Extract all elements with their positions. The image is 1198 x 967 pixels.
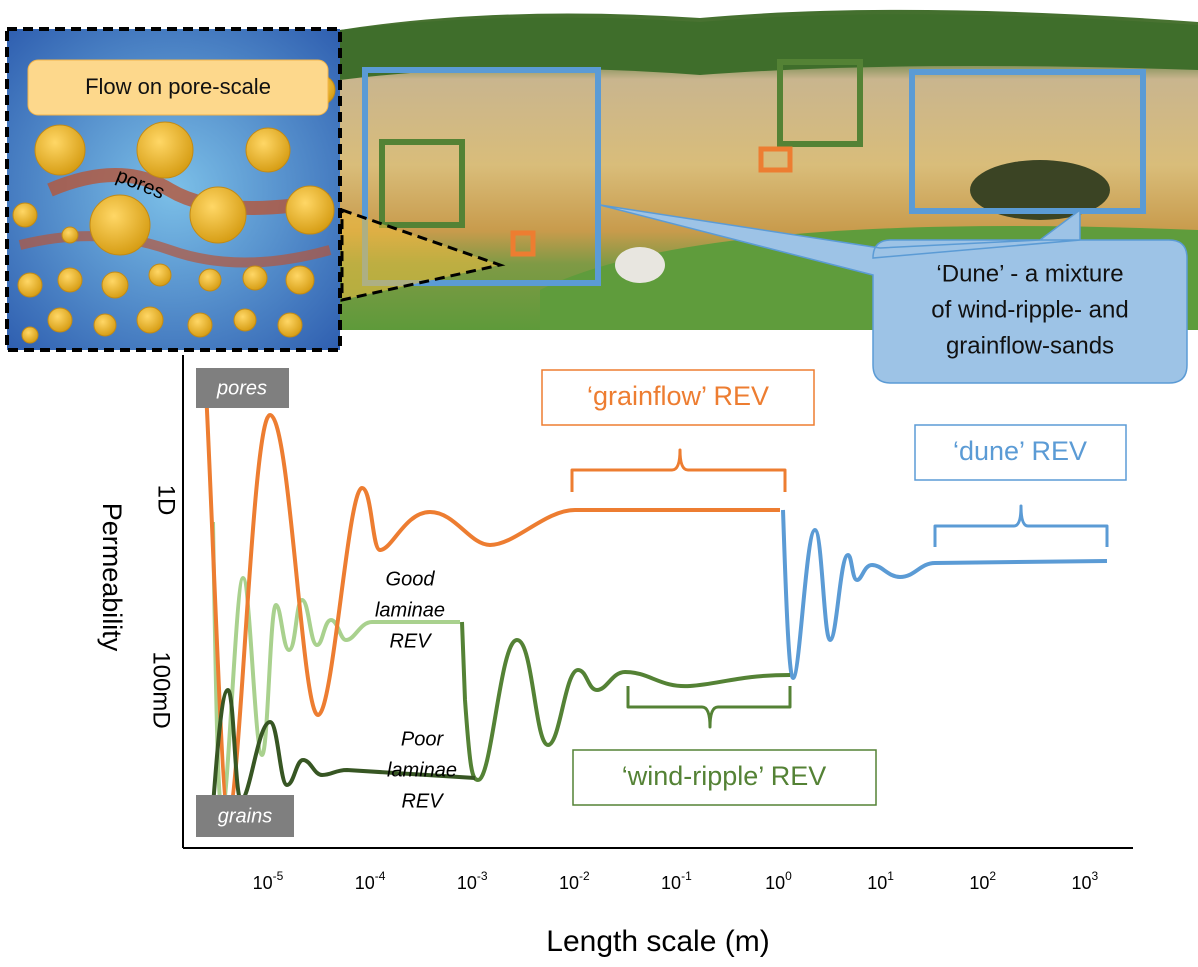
x-tick-label: 102 <box>969 869 996 893</box>
dune-brace <box>935 506 1107 547</box>
poor-laminae-label: Poor <box>401 728 445 750</box>
grainflow-curve <box>205 370 780 815</box>
tick-base: 10 <box>765 873 785 893</box>
x-tick-label: 10-4 <box>355 869 386 893</box>
x-tick-label: 101 <box>867 869 894 893</box>
tick-exponent: -1 <box>681 869 692 883</box>
inset-title: Flow on pore-scale <box>85 74 271 99</box>
x-tick-label: 10-3 <box>457 869 488 893</box>
poor-laminae-label: REV <box>401 790 444 812</box>
tick-exponent: 3 <box>1091 869 1098 883</box>
x-tick-label: 103 <box>1071 869 1098 893</box>
wind-ripple-brace <box>628 686 790 727</box>
callout-line: ‘Dune’ - a mixture <box>936 260 1123 287</box>
tick-exponent: 2 <box>989 869 996 883</box>
y-axis-title: Permeability <box>97 503 127 652</box>
poor-laminae-label: laminae <box>387 759 457 781</box>
tick-base: 10 <box>969 873 989 893</box>
tick-exponent: -3 <box>477 869 488 883</box>
x-tick-label: 10-5 <box>253 869 284 893</box>
diagram: ‘Dune’ - a mixture of wind-ripple- and gra… <box>0 0 1198 967</box>
grainflow-rev-label: ‘grainflow’ REV <box>587 381 769 411</box>
x-tick-label: 10-2 <box>559 869 590 893</box>
x-tick-label: 100 <box>765 869 792 893</box>
good-laminae-label: REV <box>389 630 432 652</box>
y-axis-label: 100mD <box>148 651 175 728</box>
callout-line: grainflow-sands <box>946 332 1114 359</box>
callout-line: of wind-ripple- and <box>931 296 1128 323</box>
wind-ripple-rev-label: ‘wind-ripple’ REV <box>622 761 827 791</box>
tick-exponent: -2 <box>579 869 590 883</box>
tick-base: 10 <box>355 873 375 893</box>
y-axis-label: 1D <box>153 485 180 516</box>
good-laminae-label: laminae <box>375 599 445 621</box>
tick-base: 10 <box>559 873 579 893</box>
page: ‘Dune’ - a mixture of wind-ripple- and gra… <box>0 0 1198 967</box>
dune-rev-label: ‘dune’ REV <box>953 436 1087 466</box>
tick-base: 10 <box>661 873 681 893</box>
pores-end-label: pores <box>216 377 267 399</box>
tick-exponent: -4 <box>375 869 386 883</box>
tick-base: 10 <box>1071 873 1091 893</box>
tick-exponent: 0 <box>785 869 792 883</box>
pore-inset: Flow on pore-scale pores <box>7 29 340 350</box>
x-tick-label: 10-1 <box>661 869 692 893</box>
grains-end-label: grains <box>218 805 272 827</box>
laminae-labels: Good laminae REV Poor laminae REV <box>375 568 457 812</box>
dune-curve <box>783 510 1107 678</box>
tick-base: 10 <box>253 873 273 893</box>
tick-base: 10 <box>457 873 477 893</box>
x-axis-title: Length scale (m) <box>546 925 769 958</box>
good-laminae-label: Good <box>386 568 436 590</box>
grainflow-brace <box>572 450 785 492</box>
tick-exponent: 1 <box>887 869 894 883</box>
callout: ‘Dune’ - a mixture of wind-ripple- and gra… <box>931 260 1128 359</box>
tick-exponent: -5 <box>273 869 284 883</box>
tick-base: 10 <box>867 873 887 893</box>
